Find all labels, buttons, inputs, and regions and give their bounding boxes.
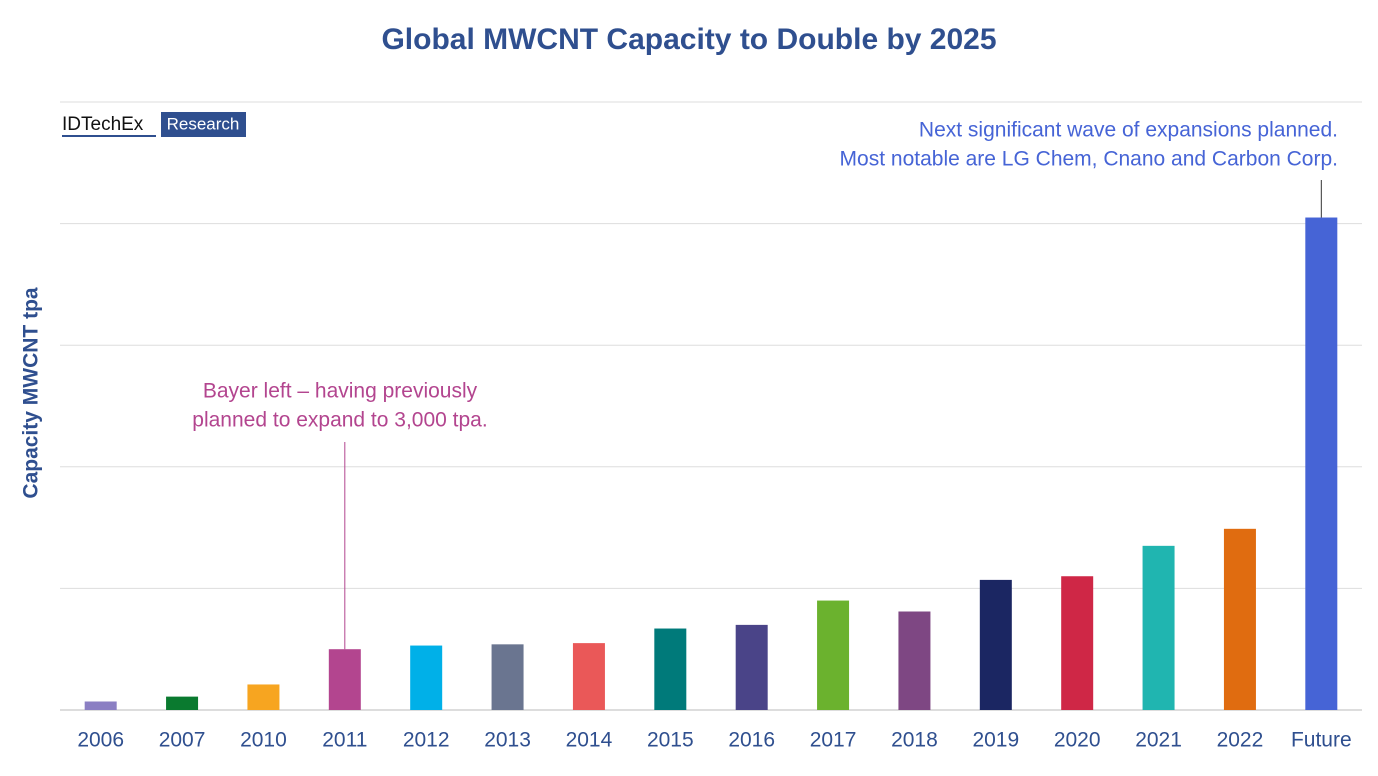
x-tick-label: 2017 (810, 729, 857, 752)
annotation: Bayer left – having previously (203, 380, 478, 403)
x-tick-label: Future (1291, 729, 1352, 752)
x-tick-label: 2018 (891, 729, 938, 752)
bar (410, 645, 443, 710)
x-tick-label: 2014 (566, 729, 613, 752)
bar (166, 696, 199, 710)
bar (247, 684, 280, 710)
x-tick-label: 2019 (972, 729, 1019, 752)
x-tick-label: 2013 (484, 729, 531, 752)
bar (654, 628, 687, 710)
x-tick-label: 2020 (1054, 729, 1101, 752)
bar (1142, 545, 1175, 710)
bar (1305, 217, 1338, 710)
x-tick-label: 2022 (1217, 729, 1264, 752)
bar (491, 644, 524, 710)
x-tick-label: 2011 (322, 729, 367, 752)
x-tick-label: 2016 (728, 729, 775, 752)
bar (328, 649, 361, 710)
bar (979, 579, 1012, 710)
x-tick-label: 2007 (159, 729, 206, 752)
logo-box (161, 112, 246, 137)
bar (1223, 528, 1256, 710)
chart-title: Global MWCNT Capacity to Double by 2025 (381, 23, 996, 56)
bar (84, 701, 117, 710)
bar (817, 600, 850, 710)
annotation: planned to expand to 3,000 tpa. (192, 409, 487, 432)
bar (898, 611, 931, 710)
bar (1061, 576, 1094, 710)
x-tick-label: 2015 (647, 729, 694, 752)
x-tick-label: 2010 (240, 729, 287, 752)
logo-text: Research (167, 114, 240, 133)
x-tick-label: 2006 (77, 729, 124, 752)
y-axis-label: Capacity MWCNT tpa (20, 287, 43, 499)
x-tick-label: 2012 (403, 729, 450, 752)
bar (735, 624, 768, 710)
bar (572, 643, 605, 710)
x-tick-label: 2021 (1135, 729, 1182, 752)
annotation: Next significant wave of expansions plan… (919, 119, 1338, 142)
annotation: Most notable are LG Chem, Cnano and Carb… (840, 148, 1338, 171)
logo-text: IDTechEx (62, 114, 144, 135)
